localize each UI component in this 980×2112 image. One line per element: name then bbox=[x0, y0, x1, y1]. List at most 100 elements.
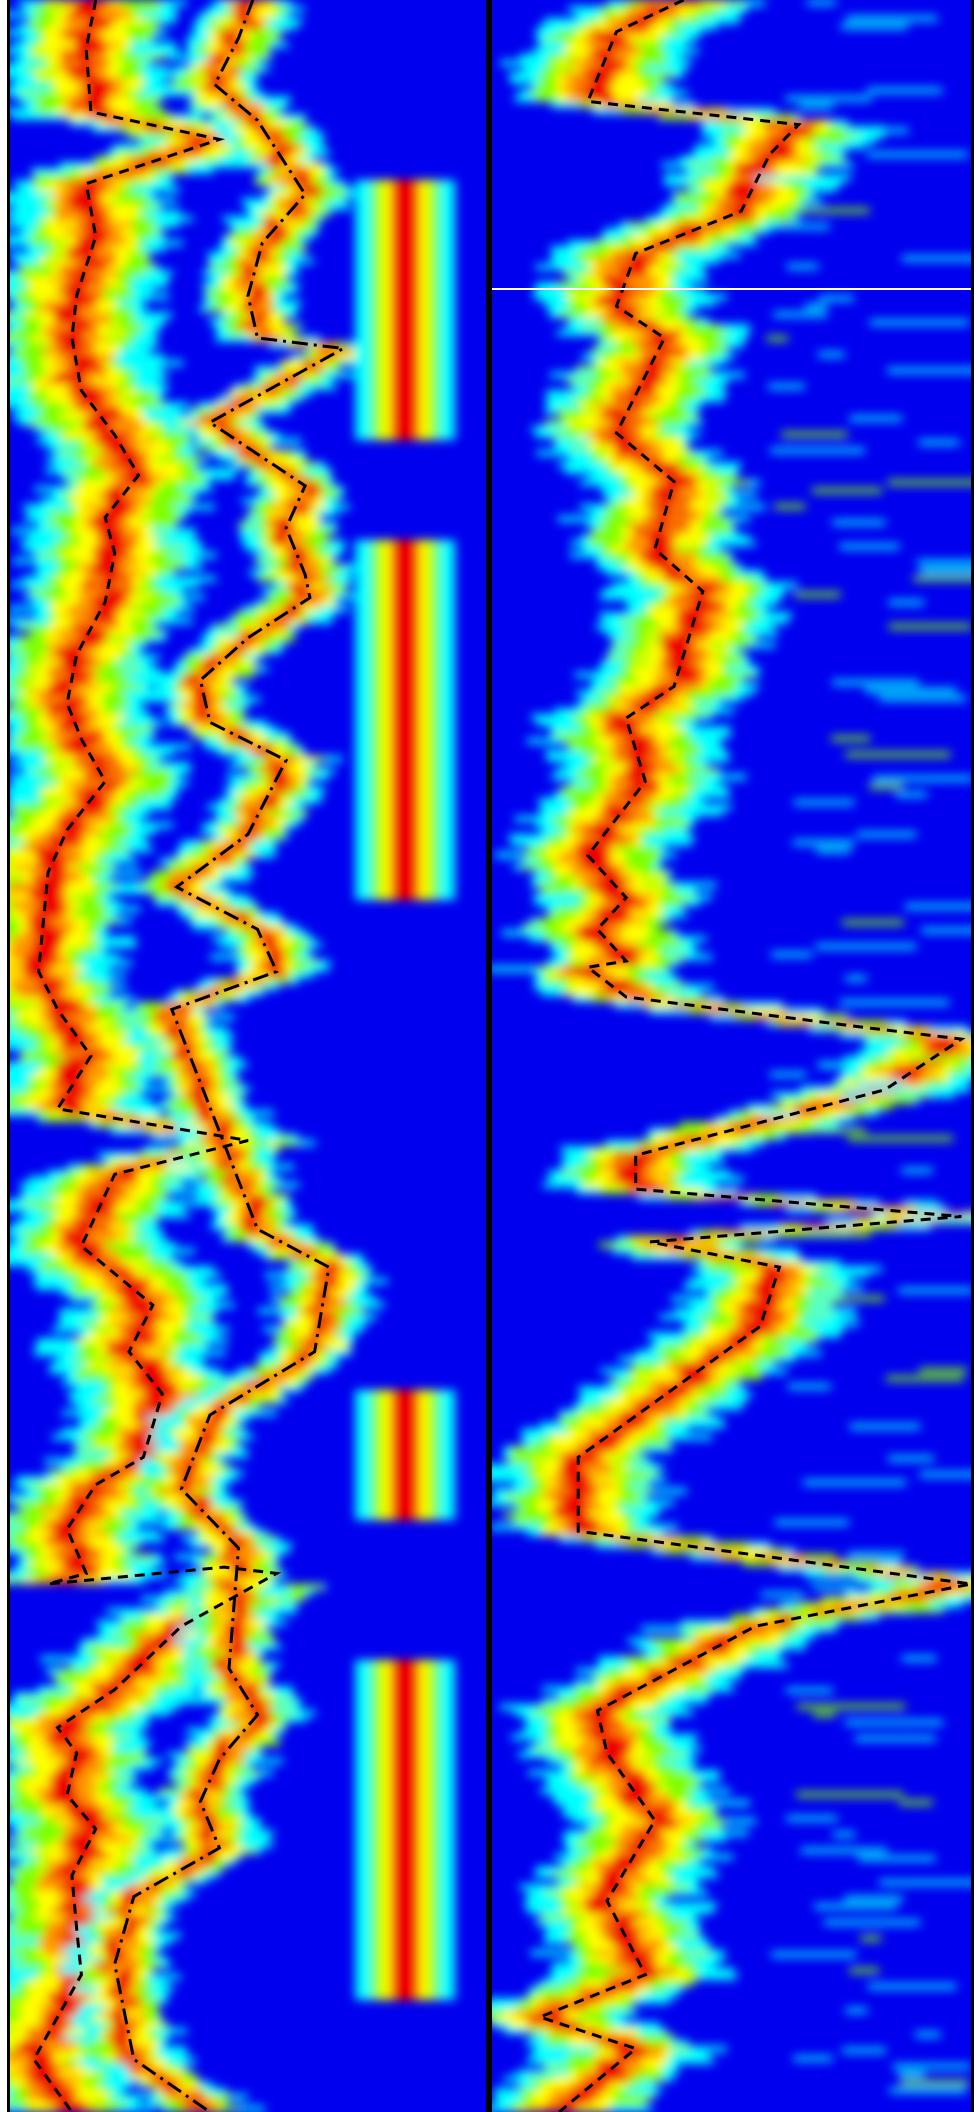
left-heatmap-cell bbox=[250, 324, 274, 330]
left-heatmap-cell bbox=[313, 1290, 330, 1296]
left-heatmap-cell bbox=[58, 1782, 100, 1788]
left-heatmap-cell bbox=[290, 198, 304, 204]
left-heatmap-cell bbox=[276, 198, 302, 204]
left-heatmap-cell bbox=[125, 480, 153, 486]
left-heatmap-cell bbox=[86, 108, 112, 114]
left-heatmap-cell bbox=[193, 684, 211, 690]
left-heatmap-cell bbox=[223, 438, 240, 444]
left-heatmap-cell bbox=[199, 1428, 225, 1434]
left-heatmap-cell bbox=[85, 1212, 113, 1218]
left-heatmap-cell bbox=[163, 1032, 179, 1038]
right-heatmap-cell bbox=[581, 96, 614, 102]
left-heatmap-cell bbox=[93, 570, 120, 576]
left-heatmap-cell bbox=[87, 228, 111, 234]
left-heatmap-cell bbox=[51, 1800, 83, 1806]
left-heatmap-cell bbox=[46, 1734, 74, 1740]
left-heatmap-cell bbox=[10, 948, 49, 954]
left-heatmap-cell bbox=[134, 1398, 167, 1404]
left-heatmap-cell bbox=[65, 300, 94, 306]
left-heatmap-cell bbox=[186, 1464, 203, 1470]
right-heatmap-cell bbox=[642, 246, 672, 252]
left-heatmap-cell bbox=[213, 1644, 235, 1650]
left-heatmap-cell bbox=[96, 114, 125, 120]
left-heatmap-cell bbox=[23, 990, 57, 996]
left-heatmap-cell bbox=[304, 588, 333, 594]
left-heatmap-cell bbox=[67, 360, 96, 366]
left-heatmap-cell bbox=[48, 1536, 75, 1542]
left-heatmap-cell bbox=[60, 1044, 87, 1050]
left-heatmap-cell bbox=[312, 1344, 328, 1350]
right-heatmap-cell bbox=[845, 1026, 890, 1032]
right-heatmap-cell bbox=[602, 798, 650, 804]
left-heatmap-cell bbox=[71, 102, 104, 108]
left-heatmap-cell bbox=[42, 1014, 67, 1020]
left-heatmap-cell bbox=[77, 636, 108, 642]
left-heatmap-cell bbox=[271, 132, 286, 138]
left-heatmap-cell bbox=[52, 1098, 80, 1104]
left-heatmap-cell bbox=[197, 1110, 211, 1116]
left-heatmap-cell bbox=[107, 1344, 133, 1350]
left-heatmap-cell bbox=[102, 1944, 119, 1950]
left-heatmap-cell bbox=[229, 1188, 245, 1194]
left-heatmap-cell bbox=[183, 2106, 208, 2112]
left-heatmap-cell bbox=[245, 450, 273, 456]
left-heatmap-cell bbox=[206, 1782, 225, 1788]
right-heatmap-cell bbox=[672, 228, 702, 234]
left-heatmap-cell bbox=[113, 1938, 138, 1944]
left-heatmap-cell bbox=[92, 426, 144, 432]
left-heatmap-cell bbox=[212, 420, 231, 426]
left-heatmap-cell bbox=[131, 1440, 160, 1446]
left-heatmap-cell bbox=[67, 1806, 99, 1812]
left-heatmap-cell bbox=[240, 1386, 267, 1392]
left-heatmap-cell bbox=[93, 1194, 133, 1200]
left-heatmap-cell bbox=[251, 1710, 269, 1716]
left-heatmap-cell bbox=[185, 1092, 204, 1098]
left-heatmap-cell bbox=[91, 438, 126, 444]
right-heatmap-cell bbox=[778, 132, 810, 138]
left-heatmap-cell bbox=[170, 1464, 193, 1470]
left-heatmap-cell bbox=[391, 180, 420, 440]
left-heatmap-cell bbox=[40, 984, 73, 990]
left-heatmap-cell bbox=[271, 774, 288, 780]
left-heatmap-cell bbox=[61, 1230, 91, 1236]
left-heatmap-cell bbox=[103, 576, 132, 582]
left-heatmap-cell bbox=[270, 378, 297, 384]
left-heatmap-cell bbox=[62, 342, 94, 348]
left-heatmap-cell bbox=[203, 1854, 218, 1860]
right-heatmap-cell bbox=[757, 1290, 803, 1296]
left-heatmap-cell bbox=[128, 1902, 155, 1908]
left-heatmap-cell bbox=[201, 1566, 252, 1572]
left-heatmap-cell bbox=[270, 174, 300, 180]
left-heatmap-cell bbox=[190, 1074, 205, 1080]
left-heatmap-cell bbox=[230, 1614, 245, 1620]
left-heatmap-cell bbox=[63, 1110, 89, 1116]
left-heatmap-cell bbox=[96, 606, 122, 612]
left-heatmap-cell bbox=[173, 1428, 222, 1434]
left-heatmap-cell bbox=[276, 522, 295, 528]
left-heatmap-cell bbox=[145, 126, 174, 132]
left-heatmap-cell bbox=[197, 1434, 215, 1440]
left-heatmap-cell bbox=[66, 1878, 90, 1884]
left-heatmap-cell bbox=[36, 852, 62, 858]
left-heatmap-cell bbox=[77, 264, 105, 270]
left-heatmap-cell bbox=[106, 1680, 134, 1686]
right-heatmap-cell bbox=[623, 18, 655, 24]
left-heatmap-cell bbox=[51, 306, 81, 312]
left-heatmap-cell bbox=[23, 972, 48, 978]
left-heatmap-field bbox=[10, 0, 456, 2112]
left-heatmap-cell bbox=[295, 504, 313, 510]
left-heatmap-cell bbox=[56, 816, 84, 822]
left-heatmap-cell bbox=[200, 1440, 217, 1446]
left-heatmap-cell bbox=[199, 1836, 212, 1842]
left-heatmap-cell bbox=[244, 114, 262, 120]
left-heatmap-cell bbox=[31, 948, 59, 954]
left-heatmap-cell bbox=[46, 324, 93, 330]
left-heatmap-cell bbox=[67, 1500, 92, 1506]
left-heatmap-cell bbox=[240, 1692, 259, 1698]
left-heatmap-cell bbox=[76, 1698, 108, 1704]
left-heatmap-cell bbox=[198, 708, 220, 714]
left-heatmap-cell bbox=[283, 1320, 333, 1326]
left-heatmap-cell bbox=[50, 1998, 83, 2004]
left-heatmap-cell bbox=[279, 474, 297, 480]
